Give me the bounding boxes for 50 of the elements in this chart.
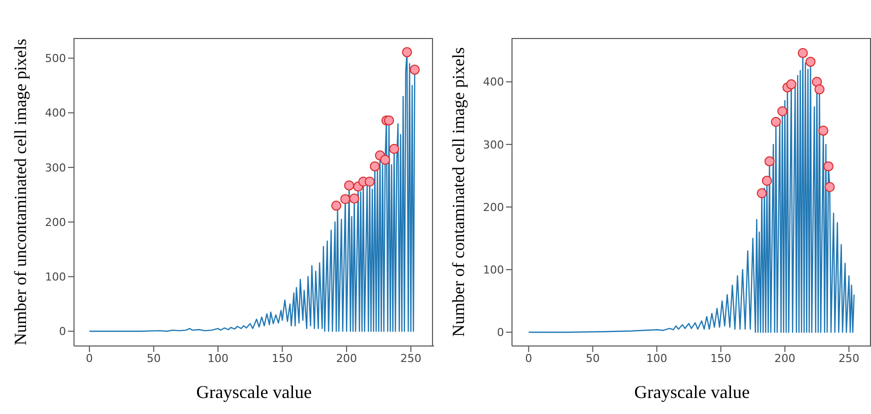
point	[777, 106, 788, 116]
point	[380, 154, 390, 165]
y-tick-label: 300	[45, 161, 66, 174]
y-tick-label: 0	[497, 326, 504, 340]
x-axis-title: Grayscale value	[196, 382, 312, 402]
y-axis-title: Number of contaminated cell image pixels	[449, 47, 468, 337]
x-tick-label: 0	[525, 352, 532, 365]
y-tick-label: 0	[59, 325, 66, 338]
point	[349, 194, 360, 204]
y-tick-label: 400	[483, 76, 504, 89]
x-tick-label: 150	[710, 352, 732, 365]
point	[770, 116, 781, 127]
point	[364, 176, 375, 187]
point	[762, 176, 772, 186]
x-tick-label: 50	[146, 352, 161, 365]
point	[805, 56, 816, 67]
y-tick-label: 200	[483, 200, 504, 214]
point	[410, 64, 420, 75]
point	[798, 48, 808, 58]
y-tick-label: 100	[45, 270, 66, 284]
point	[340, 194, 350, 204]
point	[818, 126, 828, 136]
x-tick-label: 0	[86, 352, 93, 365]
x-axis-title: Grayscale value	[634, 382, 750, 402]
x-tick-label: 250	[838, 352, 860, 365]
point	[331, 200, 342, 211]
x-tick-label: 200	[774, 352, 796, 365]
point	[823, 161, 834, 172]
x-tick-label: 100	[646, 352, 668, 365]
x-tick-label: 150	[272, 352, 293, 365]
point	[814, 84, 824, 94]
point	[389, 144, 400, 154]
y-tick-label: 200	[45, 216, 66, 229]
point	[824, 182, 835, 192]
point	[764, 156, 775, 166]
point	[402, 47, 412, 58]
y-axis-title: Number of uncontaminated cell image pixels	[11, 38, 30, 346]
point	[384, 115, 394, 126]
x-tick-label: 250	[400, 352, 422, 365]
y-tick-label: 400	[45, 106, 66, 120]
y-tick-label: 300	[483, 138, 504, 152]
x-tick-label: 100	[208, 352, 228, 365]
y-tick-label: 100	[483, 264, 504, 277]
x-tick-label: 50	[586, 352, 600, 365]
point	[344, 180, 354, 190]
point	[756, 188, 767, 198]
x-tick-label: 200	[336, 352, 358, 365]
point	[786, 79, 796, 90]
y-tick-label: 500	[45, 52, 66, 66]
point	[370, 161, 380, 172]
